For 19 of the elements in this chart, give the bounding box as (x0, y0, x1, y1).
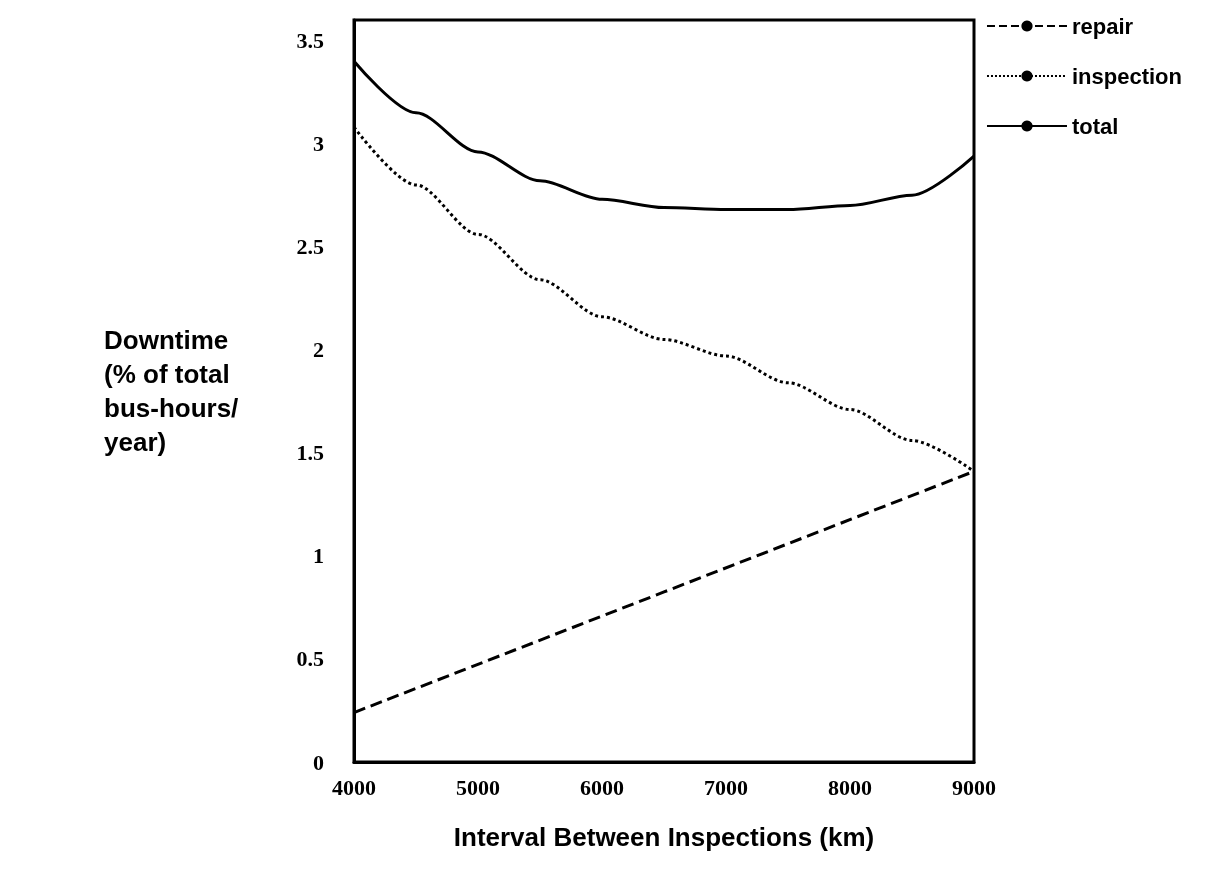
legend-label: inspection (1071, 63, 1182, 89)
legend-label: repair (1071, 13, 1134, 39)
x-axis-title: Interval Between Inspections (km) (453, 822, 875, 852)
y-tick-label: 1.5 (296, 440, 324, 466)
y-tick-label: 1 (313, 543, 324, 569)
y-tick-label: 0.5 (296, 646, 324, 672)
x-tick-label: 6000 (580, 774, 624, 800)
x-tick-label: 8000 (828, 774, 872, 800)
y-tick-label: 2 (313, 337, 324, 363)
legend-label: total (1071, 113, 1119, 139)
x-tick-label: 7000 (704, 774, 748, 800)
y-tick-label: 0 (313, 749, 324, 775)
x-tick-label: 5000 (456, 774, 500, 800)
y-tick-label: 2.5 (296, 234, 324, 260)
x-tick-label: 9000 (952, 774, 996, 800)
y-tick-label: 3.5 (296, 28, 324, 54)
y-tick-label: 3 (313, 131, 324, 157)
y-axis-title: Downtime (% of total bus-hours/ year) (104, 325, 239, 457)
x-tick-label: 4000 (332, 774, 376, 800)
